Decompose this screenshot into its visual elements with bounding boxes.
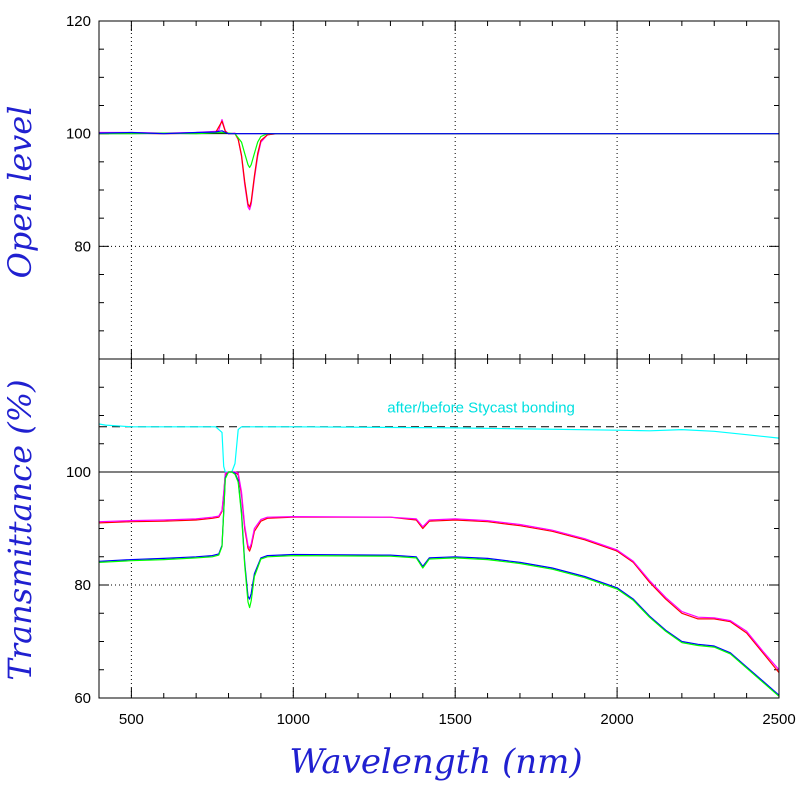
lower-x-tick-label: 1000 — [277, 711, 310, 728]
upper-series-line-3 — [98, 130, 779, 135]
lower-x-tick-label: 500 — [119, 711, 144, 728]
lower-x-tick-label: 2500 — [762, 711, 795, 728]
lower-series-line-0 — [98, 423, 780, 473]
upper-y-tick-label: 120 — [66, 13, 91, 30]
lower-series-line-1 — [98, 471, 780, 673]
upper-y-tick-label: 100 — [66, 126, 91, 143]
upper-frame — [98, 20, 780, 360]
lower-panel: 60 80 100 500 1000 1500 2000 2500 — [66, 358, 796, 728]
lower-x-tick-label: 2000 — [600, 711, 633, 728]
stycast-annotation: after/before Stycast bonding — [387, 400, 575, 417]
x-axis-label: Wavelength (nm) — [289, 742, 582, 782]
lower-y-tick-label: 80 — [74, 577, 91, 594]
lower-y-axis-label: Transmittance (%) — [1, 379, 39, 680]
lower-y-tick-label: 100 — [66, 464, 91, 481]
lower-series-line-4 — [98, 471, 780, 697]
lower-series-line-3 — [98, 471, 780, 696]
lower-x-tick-label: 1500 — [439, 711, 472, 728]
upper-panel: 120 100 80 — [66, 13, 780, 360]
lower-frame — [98, 358, 780, 699]
upper-y-axis-label: Open level — [1, 106, 39, 279]
lower-series-line-2 — [98, 471, 780, 671]
lower-y-tick-label: 60 — [74, 690, 91, 707]
upper-y-tick-label: 80 — [74, 238, 91, 255]
upper-series-line-2 — [99, 131, 779, 169]
